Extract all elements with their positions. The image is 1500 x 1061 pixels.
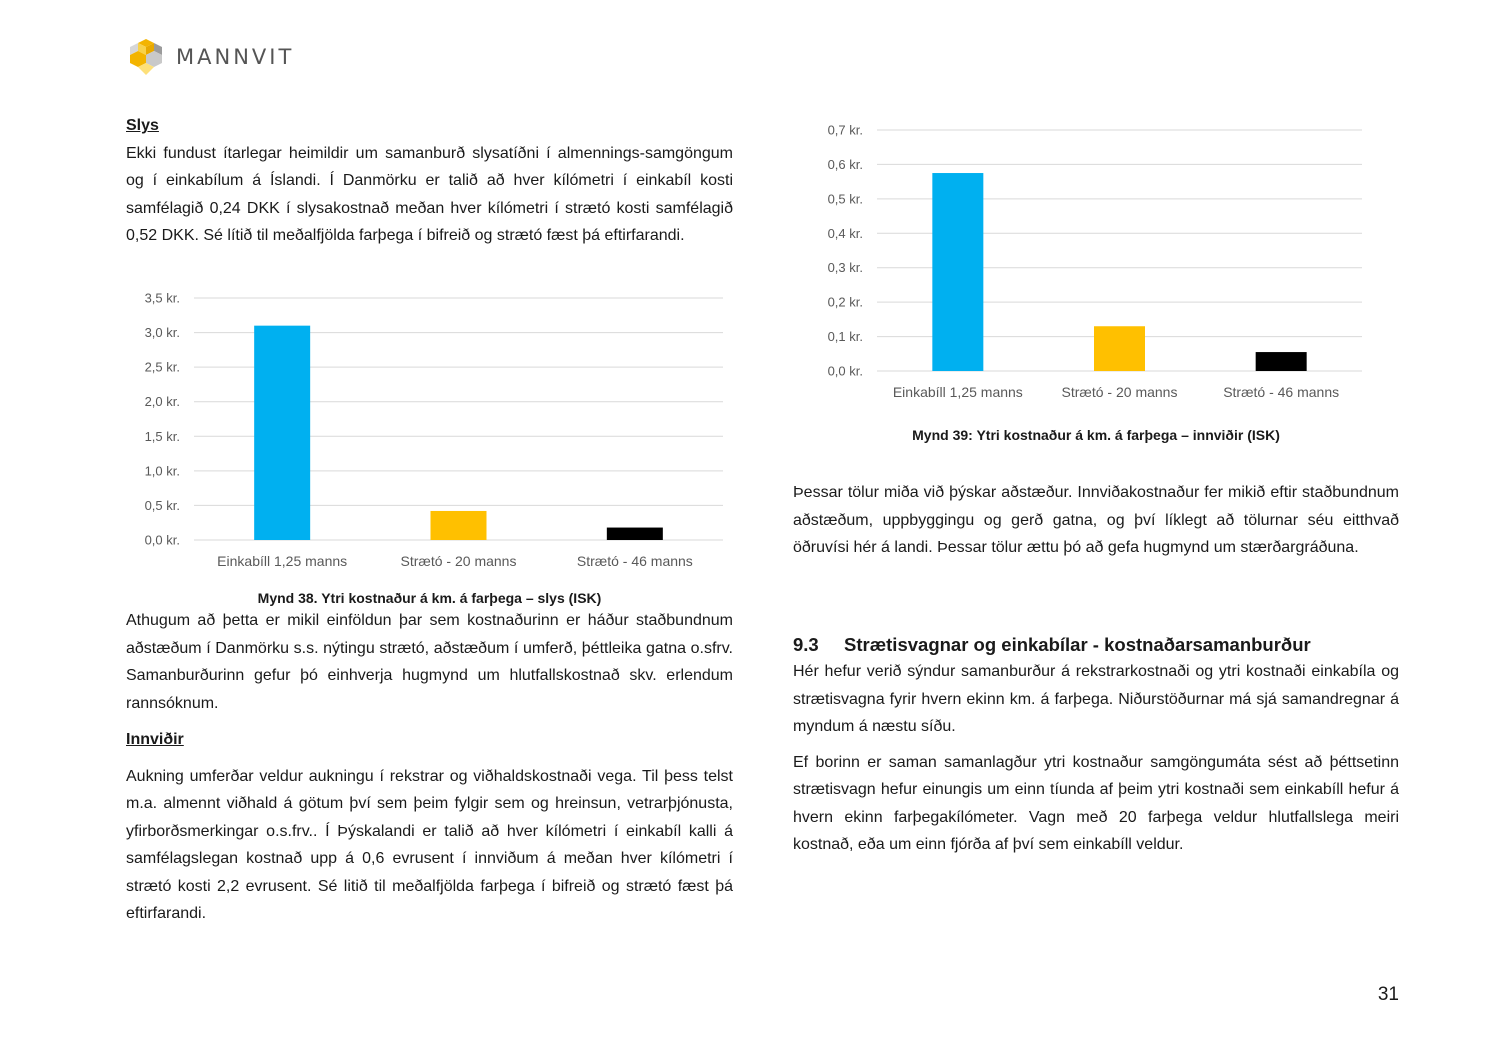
athugum-paragraph: Athugum að þetta er mikil einföldun þar …: [126, 612, 733, 712]
section-title: 9.3 Strætisvagnar og einkabílar - kostnað…: [793, 632, 1399, 658]
section-number: 9.3: [793, 634, 819, 655]
section-title-text: Strætisvagnar og einkabílar - kostnaðars…: [844, 634, 1311, 655]
x-category-label: Strætó - 46 manns: [577, 553, 693, 569]
y-tick-label: 3,5 kr.: [145, 291, 180, 306]
slys-heading: Slys: [126, 117, 159, 134]
y-tick-label: 3,0 kr.: [145, 325, 180, 340]
innvidir-section: Innviðir Aukning umferðar veldur aukning…: [126, 726, 733, 928]
slys-section: Slys Ekki fundust ítarlegar heimildir um…: [126, 112, 733, 250]
figure-39-caption: Mynd 39: Ytri kostnaður á km. á farþega …: [912, 427, 1280, 443]
y-tick-label: 0,1 kr.: [828, 329, 863, 344]
bar: [606, 527, 663, 540]
y-tick-label: 0,0 kr.: [828, 364, 863, 379]
y-tick-label: 1,5 kr.: [145, 429, 180, 444]
section-paragraph-2: Ef borinn er saman samanlagður ytri kost…: [793, 753, 1399, 854]
x-category-label: Einkabíll 1,25 manns: [893, 384, 1023, 400]
innvidir-heading: Innviðir: [126, 731, 184, 748]
bar: [254, 325, 311, 540]
slys-paragraph: Ekki fundust ítarlegar heimildir um sama…: [126, 144, 733, 245]
bar: [932, 173, 984, 371]
chart-slys: 0,0 kr. 0,5 kr. 1,0 kr. 1,5 kr. 2,0 kr. 2,5 k…: [145, 291, 723, 569]
chart-innvidir: 0,0 kr. 0,1 kr. 0,2 kr. 0,3 kr. 0,4 kr. 0,5 k…: [828, 123, 1362, 400]
y-tick-label: 2,5 kr.: [145, 360, 180, 375]
brand-name: MANNVIT: [176, 45, 295, 69]
y-tick-label: 0,7 kr.: [828, 123, 863, 138]
y-tick-label: 2,0 kr.: [145, 394, 180, 409]
bar: [1094, 326, 1145, 371]
y-tick-label: 0,2 kr.: [828, 295, 863, 310]
thessar-paragraph: Þessar tölur miða við þýskar aðstæður. I…: [793, 484, 1399, 556]
y-tick-label: 0,3 kr.: [828, 260, 863, 275]
figure-38-caption: Mynd 38. Ytri kostnaður á km. á farþega …: [257, 590, 602, 606]
bar: [430, 510, 487, 540]
bar: [1255, 352, 1307, 371]
x-category-label: Einkabíll 1,25 manns: [217, 553, 347, 569]
y-tick-label: 0,0 kr.: [145, 533, 180, 548]
section-9-3: 9.3 Strætisvagnar og einkabílar - kostnað…: [793, 632, 1399, 859]
x-category-label: Strætó - 20 manns: [401, 553, 517, 569]
x-category-label: Strætó - 46 manns: [1223, 384, 1339, 400]
mannvit-logo: MANNVIT: [128, 38, 294, 76]
y-tick-label: 1,0 kr.: [145, 463, 180, 478]
section-paragraph-1: Hér hefur verið sýndur samanburður á rek…: [793, 663, 1399, 735]
athugum-section: Athugum að þetta er mikil einföldun þar …: [126, 607, 733, 717]
innvidir-paragraph: Aukning umferðar veldur aukningu í rekst…: [126, 767, 733, 923]
mannvit-logo-icon: [130, 39, 162, 75]
y-tick-label: 0,5 kr.: [145, 498, 180, 513]
y-tick-label: 0,6 kr.: [828, 157, 863, 172]
y-tick-label: 0,5 kr.: [828, 191, 863, 206]
x-category-label: Strætó - 20 manns: [1062, 384, 1178, 400]
page-number: 31: [1377, 984, 1399, 1005]
y-tick-label: 0,4 kr.: [828, 226, 863, 241]
thessar-section: Þessar tölur miða við þýskar aðstæður. I…: [793, 479, 1399, 562]
